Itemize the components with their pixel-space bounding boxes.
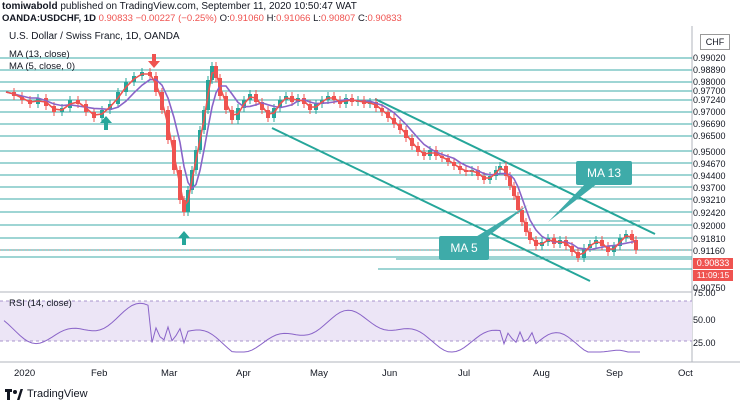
up-arrow-icon <box>178 231 190 245</box>
ma13-line <box>5 78 637 251</box>
ma5-legend[interactable]: MA (5, close, 0) <box>9 61 75 72</box>
chart-title: U.S. Dollar / Swiss Franc, 1D, OANDA <box>9 31 180 42</box>
down-arrow-icon <box>148 54 160 68</box>
rsi-tick: 75.00 <box>693 288 716 298</box>
publish-text: published on TradingView.com, September … <box>60 1 357 12</box>
last-price: 0.90833 <box>98 13 133 24</box>
countdown-tag: 11:09:15 <box>693 270 733 281</box>
time-tick: Sep <box>606 368 623 379</box>
price-tick: 0.98000 <box>693 77 726 87</box>
time-tick: Aug <box>533 368 550 379</box>
up-arrow-icon <box>100 116 112 130</box>
ma13-callout: MA 13 <box>576 161 632 185</box>
price-tick: 0.92000 <box>693 221 726 231</box>
price-tick: 0.90750 <box>693 283 726 293</box>
price-tick: 0.97240 <box>693 95 726 105</box>
rsi-legend[interactable]: RSI (14, close) <box>9 298 72 309</box>
time-tick: Feb <box>91 368 108 379</box>
time-tick: Oct <box>678 368 693 379</box>
price-tick: 0.99020 <box>693 53 726 63</box>
trend-channels <box>271 98 656 282</box>
high-label: H: <box>266 13 277 24</box>
time-tick: Apr <box>236 368 251 379</box>
brand-name[interactable]: TradingView <box>27 388 88 400</box>
price-tick: 0.97000 <box>693 107 726 117</box>
close-value: 0.90833 <box>367 13 402 24</box>
currency-box[interactable]: CHF <box>700 34 730 50</box>
price-tick: 0.97700 <box>693 86 726 96</box>
price-change: −0.00227 (−0.25%) <box>135 13 217 24</box>
channel-lower <box>271 127 591 282</box>
price-tick: 0.91810 <box>693 234 726 244</box>
price-tick: 0.96690 <box>693 119 726 129</box>
tradingview-logo-icon[interactable] <box>5 388 23 402</box>
rsi-tick: 50.00 <box>693 315 716 325</box>
ma5-callout: MA 5 <box>439 236 489 260</box>
price-tick: 0.95000 <box>693 147 726 157</box>
price-tick: 0.94670 <box>693 159 726 169</box>
footer-bar <box>0 383 740 407</box>
publish-line: tomiwabold published on TradingView.com,… <box>2 1 357 12</box>
price-tick: 0.92420 <box>693 208 726 218</box>
price-tick: 0.98890 <box>693 65 726 75</box>
price-tick: 0.91160 <box>693 246 725 256</box>
ma13-legend[interactable]: MA (13, close) <box>9 49 70 60</box>
open-value: 0.91060 <box>229 13 264 24</box>
quote-line: OANDA:USDCHF, 1D 0.90833 −0.00227 (−0.25… <box>2 13 402 24</box>
author-name[interactable]: tomiwabold <box>2 1 58 12</box>
time-tick: Jun <box>382 368 398 379</box>
close-label: C: <box>357 13 368 24</box>
low-value: 0.90807 <box>321 13 356 24</box>
symbol-label: OANDA:USDCHF, 1D <box>2 13 96 24</box>
ma13-callout-pointer <box>548 183 598 222</box>
rsi-band <box>0 301 692 341</box>
time-tick: Jul <box>458 368 471 379</box>
rsi-line <box>3 302 640 353</box>
price-tick: 0.96500 <box>693 131 726 141</box>
price-tick: 0.93700 <box>693 183 726 193</box>
price-chart[interactable] <box>0 26 740 383</box>
ma5-line <box>5 71 637 256</box>
time-tick: May <box>310 368 328 379</box>
high-value: 0.91066 <box>276 13 311 24</box>
rsi-tick: 25.00 <box>693 338 716 348</box>
time-tick: Mar <box>161 368 178 379</box>
price-tick: 0.93210 <box>693 195 726 205</box>
ma5-callout-pointer <box>474 205 528 238</box>
time-tick: 2020 <box>14 368 36 379</box>
open-label: O: <box>219 13 230 24</box>
channel-upper <box>374 98 656 235</box>
last-price-tag: 0.90833 <box>693 258 733 269</box>
price-tick: 0.94400 <box>693 171 726 181</box>
low-label: L: <box>313 13 321 24</box>
